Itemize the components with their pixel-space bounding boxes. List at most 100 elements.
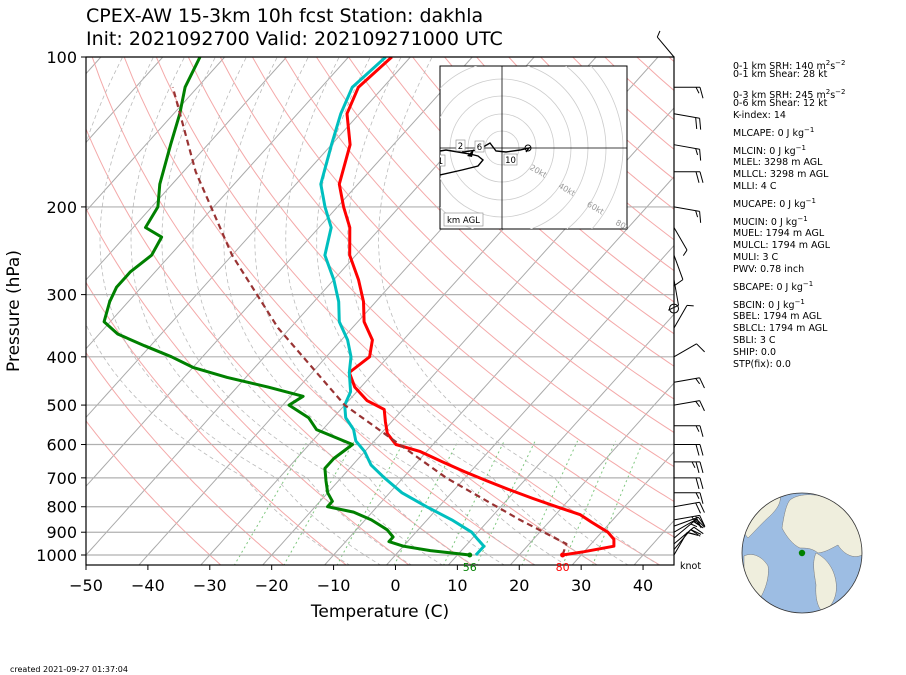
index-line: SBCIN: 0 J kg−1 (733, 296, 805, 312)
barb-flag (682, 249, 688, 256)
barb-flag (690, 529, 701, 537)
index-sup: −2 (835, 88, 846, 96)
y-tick-label: 400 (46, 348, 77, 367)
barb-flag (695, 171, 700, 183)
globe-locator (741, 492, 863, 614)
mixing-ratio-line (283, 440, 355, 565)
moist-adiabat-line (316, 57, 598, 565)
storm-motion-arrow (467, 149, 474, 157)
isotherm-line (86, 57, 164, 144)
barb-flag (699, 461, 704, 473)
wind-barb (673, 144, 702, 161)
moist-adiabat-line (223, 57, 505, 565)
index-line: SHIP: 0.0 (733, 347, 776, 359)
dry-adiabat-line (251, 57, 674, 468)
barb-flag (695, 378, 701, 385)
barb-flag (699, 515, 705, 526)
wind-barb (673, 206, 702, 223)
y-tick-label: 800 (46, 498, 77, 517)
barb-staff (673, 377, 700, 383)
moist-adiabat-line (378, 57, 660, 565)
barb-flag (695, 444, 700, 456)
wind-barb (674, 444, 704, 456)
index-sup: 2 (825, 88, 831, 96)
hodograph-height-box (503, 153, 518, 166)
barb-flag (692, 520, 699, 526)
profile-lines (102, 57, 616, 558)
isotherm-line (86, 57, 287, 281)
index-text: PWV: 0.78 inch (733, 264, 805, 275)
index-line: 0-1 km SRH: 140 m2s−2 (733, 57, 845, 73)
index-sup: −2 (835, 59, 846, 67)
x-tick-label: −50 (69, 576, 103, 595)
barb-flag (667, 304, 679, 311)
barb-flag (695, 87, 700, 94)
moist-adiabat-line (99, 57, 382, 565)
mixing-ratio-line (233, 440, 309, 565)
index-line: 0-1 km Shear: 28 kt (733, 69, 827, 81)
barb-staff (673, 501, 700, 508)
index-line: MLLI: 4 C (733, 181, 777, 193)
isotherm-line (86, 57, 349, 350)
index-line: MLEL: 3298 m AGL (733, 157, 822, 169)
hodograph-height-label: 1 (438, 157, 443, 167)
barb-flag (695, 425, 700, 432)
wind-barb (674, 425, 704, 437)
barb-flag (696, 343, 705, 353)
wind-barb (674, 461, 704, 473)
dry-adiabat-line (283, 57, 674, 434)
index-sup: −1 (794, 298, 805, 306)
index-text: SBEL: 1794 m AGL (733, 311, 822, 322)
index-line: MUCIN: 0 J kg−1 (733, 213, 808, 229)
moist-adiabat-line (285, 57, 567, 565)
barb-staff (656, 36, 675, 58)
wind-barb (674, 492, 704, 504)
index-text: 0-1 km SRH: 140 m (733, 61, 826, 73)
x-tick-label: 20 (509, 576, 529, 595)
barb-staff (673, 400, 700, 406)
index-text: MLLCL: 3298 m AGL (733, 169, 829, 180)
index-line: SBCAPE: 0 J kg−1 (733, 278, 813, 294)
isotherm-line (633, 519, 674, 565)
barb-staff (673, 113, 700, 119)
barb-flag (699, 171, 704, 183)
parcel-path (171, 86, 568, 556)
mixing-ratio-line (393, 440, 459, 565)
barb-flag (695, 502, 701, 514)
surface-dewpoint-marker (467, 552, 473, 558)
barb-flag (656, 30, 661, 38)
index-text: K-index: 14 (733, 110, 786, 121)
wind-barb (667, 279, 680, 311)
station-marker (798, 549, 806, 557)
barb-flag (699, 477, 704, 489)
index-text: MLLI: 4 C (733, 181, 777, 192)
dry-adiabat-line (348, 57, 674, 367)
barb-staff (673, 255, 684, 280)
index-text: MLCIN: 0 J kg (733, 146, 796, 158)
barb-flag (690, 523, 698, 528)
wind-barb (674, 86, 704, 99)
hodograph-height-label: 10 (505, 156, 516, 166)
index-unit: s (830, 90, 836, 102)
moist-adiabat-line (254, 57, 536, 565)
moist-adiabat-line (192, 57, 474, 565)
y-tick-label: 700 (46, 469, 77, 488)
barb-staff (673, 529, 692, 550)
x-axis-label: Temperature (C) (310, 602, 449, 622)
index-line: MULCL: 1794 m AGL (733, 240, 830, 252)
y-tick-label: 100 (46, 48, 77, 67)
moist-adiabat-line (347, 57, 629, 565)
wind-barb (673, 343, 705, 358)
barb-flag (699, 444, 704, 456)
barb-flag (693, 526, 704, 535)
wind-barb (673, 113, 702, 130)
index-sup: 2 (825, 59, 831, 67)
index-text: SBLI: 3 C (733, 335, 776, 346)
index-text: SBCAPE: 0 J kg (733, 282, 803, 294)
wind-barbs: knot (656, 30, 706, 572)
hodograph-trace (440, 149, 484, 176)
barb-flag (699, 492, 704, 504)
barb-staff (673, 526, 695, 545)
wetbulb-profile (319, 57, 486, 557)
